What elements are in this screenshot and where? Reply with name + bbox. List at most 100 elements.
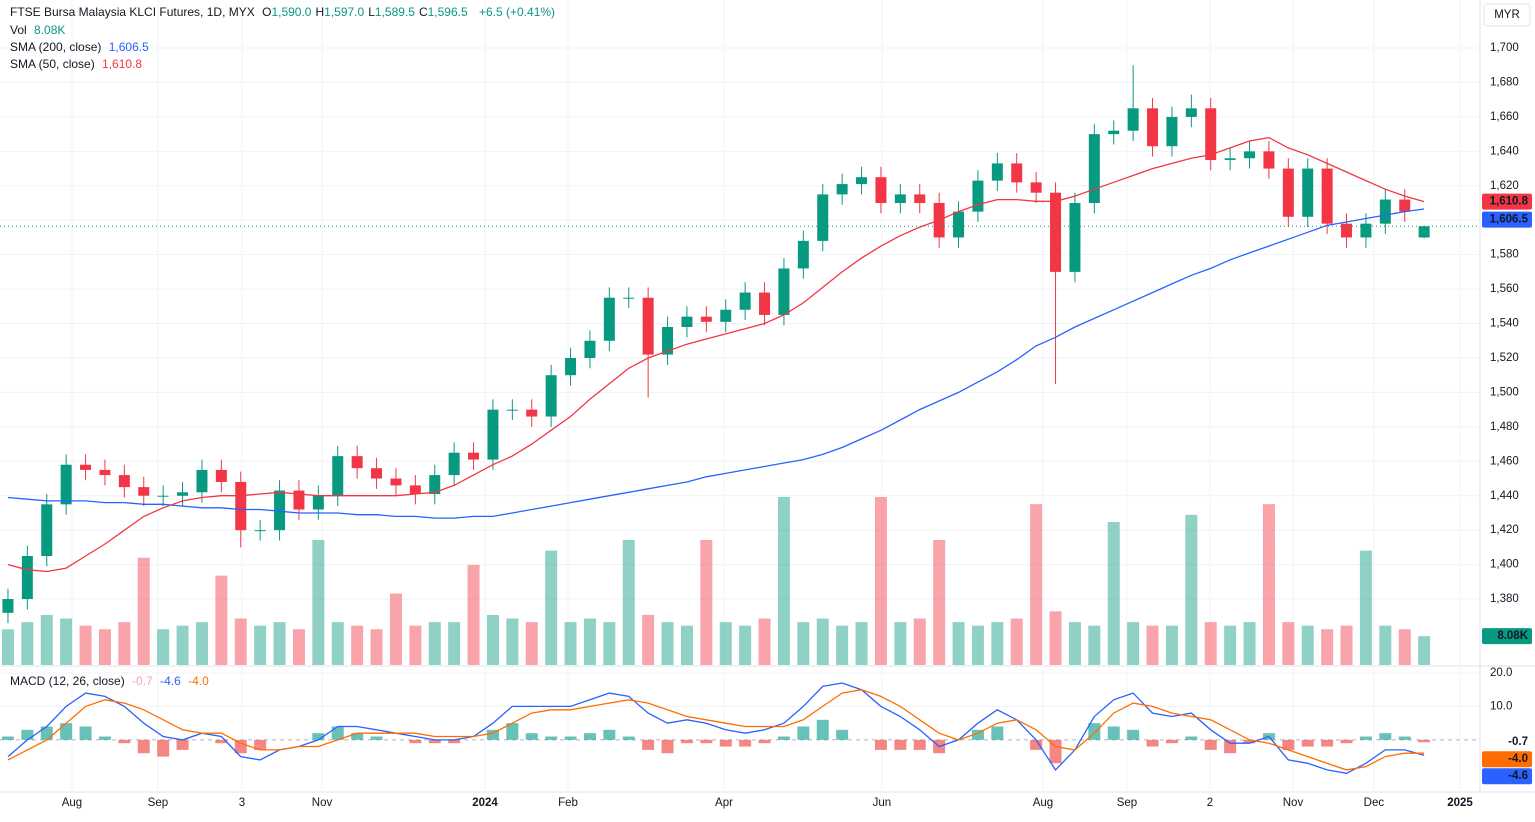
volume-bar [1165, 625, 1178, 665]
volume-bar [933, 539, 946, 665]
volume-bar [273, 622, 286, 665]
macd-histogram-bar [1301, 739, 1314, 747]
candle-body [875, 177, 887, 204]
macd-histogram-bar [913, 739, 926, 750]
candle-body [2, 599, 14, 613]
volume-bar [758, 618, 771, 665]
volume-bar [1088, 625, 1101, 665]
macd-histogram-bar [758, 739, 771, 744]
macd-histogram-bar [545, 736, 558, 740]
macd-badge: -4.6 [1508, 770, 1528, 782]
macd-histogram-bar [1030, 739, 1043, 750]
volume-bar [545, 550, 558, 665]
volume-bar [1418, 636, 1431, 665]
y-tick-label: 1,640 [1490, 145, 1519, 157]
candle-body [293, 490, 305, 510]
macd-histogram-bar [98, 736, 111, 740]
candle-body [1166, 116, 1178, 147]
price-axis-bg [1480, 0, 1535, 822]
macd-histogram-bar [836, 729, 849, 740]
macd-histogram-bar [1204, 739, 1217, 750]
volume-bar [118, 622, 131, 665]
candle-body [1263, 151, 1275, 169]
candle-body [390, 478, 402, 486]
candle-body [603, 297, 615, 341]
volume-bar [739, 625, 752, 665]
candle-body [1282, 168, 1294, 217]
macd-line [7, 689, 1425, 771]
macd-hist-badge-bg [1482, 734, 1532, 751]
volume-bar [157, 629, 170, 665]
ohlc-key: H [315, 5, 325, 19]
candle-body [1088, 134, 1100, 204]
macd-histogram-bar [1165, 739, 1178, 744]
volume-bar [254, 625, 267, 665]
volume-bar [583, 618, 596, 665]
macd-histogram-bar [1224, 739, 1237, 754]
y-tick-label: 1,460 [1490, 455, 1519, 467]
macd-histogram-bar [351, 733, 364, 740]
sma-line [7, 136, 1425, 573]
volume-bar [389, 593, 402, 665]
currency: MYR [1494, 9, 1520, 21]
macd-histogram-bar [1185, 736, 1198, 740]
candle-body [99, 469, 111, 476]
signal-value: -4.0 [188, 674, 209, 688]
macd-name: MACD (12, 26, close) [10, 674, 125, 688]
candle-body [41, 504, 53, 557]
volume-bar [234, 618, 247, 665]
candle-body [1185, 108, 1197, 117]
sma-badge-bg [1482, 193, 1532, 210]
candle-body [1127, 108, 1139, 131]
candle-body [1360, 223, 1372, 238]
volume-bar [603, 622, 616, 665]
x-tick-label: 3 [239, 797, 245, 809]
macd-histogram-bar [176, 739, 189, 750]
candle-body [914, 194, 926, 204]
y-tick-label: 10.0 [1490, 700, 1512, 712]
macd-histogram-bar [312, 733, 325, 740]
candle-body [700, 316, 712, 322]
volume-bar [1282, 622, 1295, 665]
candle-body [60, 464, 72, 505]
candle-body [584, 340, 596, 358]
candle-body [681, 316, 693, 327]
macd-histogram-bar [525, 733, 538, 740]
candle-body [526, 409, 538, 417]
macd-histogram-bar [642, 739, 655, 750]
macd-histogram-bar [331, 726, 344, 740]
y-tick-label: 1,380 [1490, 593, 1519, 605]
y-tick-label: 1,700 [1490, 42, 1519, 54]
x-tick-label: Feb [558, 797, 578, 809]
volume-bar [60, 618, 73, 665]
candle-body [1224, 158, 1236, 160]
candle-body [720, 309, 732, 322]
signal-badge-bg [1482, 751, 1532, 768]
candle-body [1244, 151, 1256, 159]
macd-histogram-bar [40, 726, 53, 740]
candle-body [138, 487, 150, 496]
volume-bar [1107, 522, 1120, 665]
candle-body [235, 481, 247, 531]
y-tick-label: 20.0 [1490, 667, 1512, 679]
macd-histogram-bar [428, 739, 441, 744]
legend-sma50: SMA (50, close) 1,610.8 [10, 55, 146, 73]
y-tick-label: 1,560 [1490, 283, 1519, 295]
volume-bar [1262, 504, 1275, 665]
volume-bar [428, 622, 441, 665]
volume-badge-bg [1482, 628, 1532, 645]
macd-histogram-bar [157, 739, 170, 757]
macd-histogram-bar [719, 739, 732, 747]
volume-bar [991, 622, 1004, 665]
candle-body [468, 452, 480, 460]
candle-body [254, 530, 266, 532]
candle-body [894, 194, 906, 204]
candle-body [312, 495, 324, 510]
x-tick-label: Aug [1033, 797, 1053, 809]
x-tick-label: Dec [1364, 797, 1385, 809]
candle-body [739, 292, 751, 310]
x-tick-label: Sep [1117, 797, 1137, 809]
candle-body [80, 464, 92, 470]
volume-bar [292, 629, 305, 665]
